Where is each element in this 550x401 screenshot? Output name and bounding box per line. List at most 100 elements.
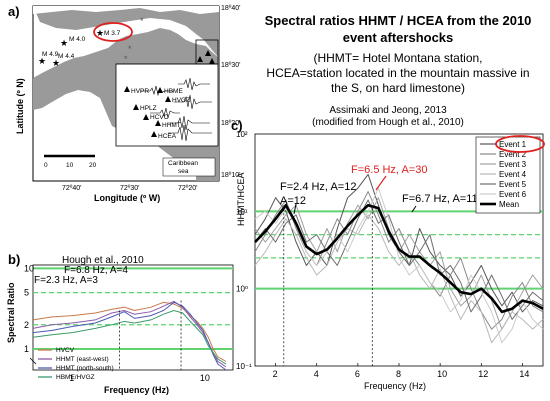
station-marker-hvpr — [124, 86, 130, 92]
station-label-hvpr: HVPR — [131, 88, 149, 95]
station-label-hcea: HCEA — [158, 133, 177, 140]
map-stations: HVPR HBME HVGZ HPLZ HCVC HHMT HCEA — [124, 50, 215, 140]
event-label-m37: M 3.7 — [104, 30, 121, 37]
panel-c-xtick: 10 — [437, 369, 447, 379]
panel-c-ytick: 10¹ — [236, 207, 248, 216]
panel-c-event-line — [254, 199, 544, 320]
station-marker-hcvc — [143, 114, 149, 120]
event-label-m40: M 4.0 — [69, 36, 86, 43]
panel-b-series-line — [32, 301, 227, 362]
event-star-m40: ★ — [60, 38, 68, 48]
panel-c-mean-line — [254, 203, 544, 314]
subtitle-line-3: the S, on hard limestone) — [330, 81, 466, 95]
panel-c-xtick: 4 — [314, 369, 319, 379]
map-xtick-3: 72º20' — [178, 185, 197, 192]
panel-c-legend-label: Event 5 — [499, 180, 527, 189]
panel-c-event-line — [254, 214, 544, 344]
panel-c-xtick: 14 — [519, 369, 529, 379]
panel-c-y-axis-label: HHMT/HCEA — [236, 173, 246, 227]
panel-c-xtick: 6 — [355, 369, 360, 379]
panel-label-a: a) — [8, 4, 20, 19]
figure-subtitle: (HHMT= Hotel Montana station, HCEA=stati… — [250, 51, 546, 96]
event-star-m37: ★ — [96, 28, 104, 38]
station-marker-hcea — [151, 131, 157, 137]
map-scale-bar: 0 10 20 — [44, 154, 97, 169]
panel-b-ytick: 10 — [24, 263, 34, 273]
event-star-m44: ★ — [52, 58, 60, 68]
map-ytick-1: 18º40' — [221, 5, 240, 12]
scale-tick-20: 20 — [89, 162, 97, 169]
panel-c-legend-label: Event 3 — [499, 160, 527, 169]
panel-b-credit: Hough et al., 2010 — [62, 255, 144, 266]
scale-tick-10: 10 — [66, 162, 74, 169]
panel-b-annotation-1: F=6.8 Hz, A=4 — [64, 265, 128, 276]
panel-c-credit-line-2: (modified from Hough et al., 2010) — [312, 117, 464, 128]
station-label-hvgz: HVGZ — [172, 97, 190, 104]
panel-b-legend-label: HHMT (east-west) — [56, 356, 109, 363]
panel-b-series-line — [32, 309, 227, 365]
panel-c-legend-highlight — [495, 135, 545, 153]
map-panel: HVPR HBME HVGZ HPLZ HCVC HHMT HCEA M 3.7… — [15, 5, 240, 203]
panel-c-ytick: 10⁻¹ — [236, 362, 252, 371]
panel-c-ytick: 10² — [236, 130, 248, 139]
panel-c-annotation-2: F=6.7 Hz, A=11 — [402, 193, 478, 205]
panel-label-c: c) — [231, 118, 243, 133]
subtitle-line-2: HCEA=station located in the mountain mas… — [266, 66, 530, 80]
map-axes: 18º40' 18º30' 18º20' 18º10' 72º40' 72º30… — [15, 5, 240, 203]
station-marker-hhmt — [155, 120, 161, 126]
map-ytick-2: 18º30' — [221, 62, 240, 69]
panel-b-y-axis-label: Spectral Ratio — [6, 282, 16, 343]
panel-b-legend-label: HHMT (north-south) — [56, 365, 114, 372]
panel-c-xtick: 12 — [478, 369, 488, 379]
map-x-axis-label: Longitude (º W) — [94, 193, 160, 203]
panel-b-xtick: 1 — [69, 373, 74, 383]
panel-c-event-line — [254, 197, 544, 330]
map-xtick-1: 72º40' — [62, 185, 81, 192]
panel-c-legend-label: Event 2 — [499, 150, 527, 159]
map-ytick-4: 18º10' — [221, 172, 240, 179]
panel-c-chart: 10⁻¹ 10⁰ 10¹ 10² 2 4 6 8 10 12 14 HHMT/HCEA Freque… — [236, 130, 545, 391]
panel-b-series-line — [32, 301, 227, 371]
panel-b-ytick: 2 — [24, 320, 29, 330]
station-marker-hplz — [133, 104, 139, 110]
title-line-2: event aftershocks — [342, 30, 454, 45]
panel-c-xtick: 2 — [273, 369, 278, 379]
panel-c-event-line — [254, 187, 544, 344]
sea-label-line-1: Caribbean — [168, 160, 198, 167]
station-label-hhmt: HHMT — [162, 122, 181, 129]
map-ytick-3: 18º20' — [221, 120, 240, 127]
panel-label-b: b) — [8, 252, 21, 267]
panel-c-xtick: 8 — [396, 369, 401, 379]
panel-b-ytick: 1 — [24, 344, 29, 354]
scale-tick-0: 0 — [44, 162, 48, 169]
panel-c-red-arrow — [375, 175, 387, 191]
panel-c-legend-label: Event 1 — [499, 140, 527, 149]
panel-b-legend-label: HBME/HVGZ — [56, 374, 95, 381]
svg-text:*: * — [128, 44, 132, 54]
panel-c-legend-label: Mean — [499, 200, 519, 209]
station-marker-hbme — [157, 87, 163, 93]
panel-c-legend-box — [475, 136, 541, 214]
svg-text:*: * — [124, 54, 128, 64]
panel-c-ytick: 10⁰ — [236, 285, 248, 294]
inset-waveforms — [140, 77, 212, 142]
event-star-m49: ★ — [38, 56, 46, 66]
panel-b-ytick: 5 — [24, 288, 29, 298]
map-sea-north — [33, 6, 219, 14]
panel-c-annotation-red: F=6.5 Hz, A=30 — [351, 164, 427, 176]
subtitle-line-1: (HHMT= Hotel Montana station, — [313, 51, 483, 65]
event-highlight-circle — [93, 22, 133, 42]
panel-c-annotation-1b: A=12 — [280, 195, 306, 207]
figure-title: Spectral ratios HHMT / HCEA from the 201… — [250, 12, 546, 46]
map-events: M 3.7 M 4.0 M 4.9 M 4.4 ★ ★ ★ ★ * * * — [38, 16, 144, 68]
panel-c-x-axis-label: Frequency (Hz) — [364, 381, 426, 391]
station-label-hcvc: HCVC — [150, 114, 169, 121]
event-label-m49: M 4.9 — [42, 51, 59, 58]
panel-c-legend-label: Event 6 — [499, 190, 527, 199]
sea-label-line-2: sea — [178, 168, 189, 175]
station-label-hplz: HPLZ — [140, 105, 157, 112]
title-line-1: Spectral ratios HHMT / HCEA from the 201… — [264, 13, 532, 28]
map-xtick-2: 72º30' — [120, 185, 139, 192]
map-y-axis-label: Latitude (º N) — [15, 78, 25, 134]
